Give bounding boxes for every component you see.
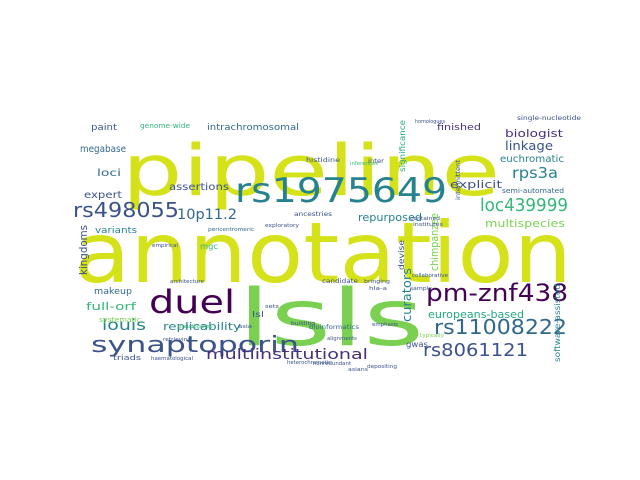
word-architecture: architecture: [170, 279, 204, 285]
word-building: building: [291, 321, 315, 327]
word-mgc: mgc: [200, 242, 218, 251]
word-10p11-2: 10p11.2: [177, 207, 237, 223]
word-intermittent: intermittent: [455, 159, 462, 200]
word-devise: devise: [397, 240, 406, 270]
word-alignments: alignments: [327, 336, 357, 342]
word-histidine: histidine: [306, 157, 340, 164]
word-lsls: lsls: [238, 274, 424, 364]
word-software-assisted: software-assisted: [553, 284, 562, 362]
word-megabase: megabase: [80, 144, 126, 155]
word-sets: sets: [265, 304, 280, 310]
word-triads: triads: [113, 354, 141, 362]
word-replicability: replicability: [163, 320, 242, 333]
word-systematic: systematic: [99, 316, 141, 324]
word-rs8061121: rs8061121: [423, 340, 528, 361]
word-biologist: biologist: [505, 127, 564, 140]
word-inter: inter: [368, 158, 385, 165]
word-chimpanzee: chimpanzee: [428, 213, 441, 271]
word-collaborative: collaborative: [412, 273, 448, 279]
word-lsl: lsl: [252, 310, 264, 319]
word-assertions: assertions: [169, 182, 229, 193]
word-retrieving: retrieving: [163, 337, 191, 343]
word-loci: loci: [97, 168, 121, 179]
word-rs498055: rs498055: [73, 198, 179, 222]
word-annotation: annotation: [74, 204, 572, 302]
word-gwas: gwas: [406, 340, 428, 349]
word-multiinstitutional: multiinstitutional: [206, 347, 368, 363]
word-curators: curators: [400, 268, 414, 322]
word-emphasis: emphasis: [372, 322, 398, 328]
word-repurposed: repurposed: [358, 211, 422, 224]
word-bioinformatics: bioinformatics: [309, 324, 359, 331]
word-typically: typically: [420, 333, 444, 339]
word-pipeline: pipeline: [122, 130, 500, 212]
word-inferences: inferences: [350, 161, 378, 167]
word-intrachromosomal: intrachromosomal: [207, 123, 299, 133]
word-ancestries: ancestries: [294, 211, 332, 218]
word-asia: asia: [238, 324, 252, 330]
word-single-nucleotide: single-nucleotide: [517, 115, 581, 122]
word-exploratory: exploratory: [265, 223, 299, 229]
word-haematological: haematological: [151, 356, 193, 362]
word-expert: expert: [84, 190, 122, 201]
word-rps3a: rps3a: [512, 164, 558, 182]
word-bringing: bringing: [364, 279, 390, 285]
word-semi-automated: semi-automated: [502, 187, 564, 195]
word-institutes: institutes: [413, 222, 443, 228]
word-candidate: candidate: [322, 278, 358, 285]
word-rs1975649: rs1975649: [235, 171, 447, 211]
word-hla-a: hla-a: [369, 286, 387, 292]
word-empirical: empirical: [152, 243, 178, 249]
word-depositing: depositing: [367, 364, 397, 370]
word-europeans-based: europeans-based: [428, 308, 524, 321]
word-heterochromatic: heterochromatic: [287, 360, 331, 366]
word-genome-wide: genome-wide: [140, 122, 190, 130]
word-pericentromeric: pericentromeric: [208, 227, 254, 233]
word-full-orf: full-orf: [86, 300, 138, 313]
word-rs11008222: rs11008222: [434, 315, 567, 339]
word-contained: contained: [410, 216, 440, 222]
word-significance: significance: [398, 120, 407, 172]
word-makeup: makeup: [94, 287, 132, 297]
word-asians: asians: [348, 367, 368, 373]
word-paint: paint: [91, 123, 118, 133]
word-kingdoms: kingdoms: [77, 225, 90, 275]
word-sample: sample: [410, 286, 432, 292]
word-nonredundant: nonredundant: [313, 361, 351, 367]
word-homologues: homologues: [415, 119, 445, 125]
word-finished: finished: [437, 123, 481, 133]
word-duel: duel: [149, 283, 235, 321]
word-explicit: explicit: [450, 178, 503, 191]
word-pseudogenes: pseudogenes: [178, 324, 212, 330]
word-loc439999: loc439999: [480, 195, 568, 216]
word-pm-znf438: pm-znf438: [426, 279, 568, 307]
word-euchromatic: euchromatic: [500, 154, 564, 165]
word-synaptoporin: synaptoporin: [91, 333, 299, 358]
word-louis: louis: [102, 316, 146, 334]
word-multispecies: multispecies: [485, 217, 565, 230]
word-linkage: linkage: [505, 139, 553, 153]
word-variants: variants: [95, 226, 137, 236]
